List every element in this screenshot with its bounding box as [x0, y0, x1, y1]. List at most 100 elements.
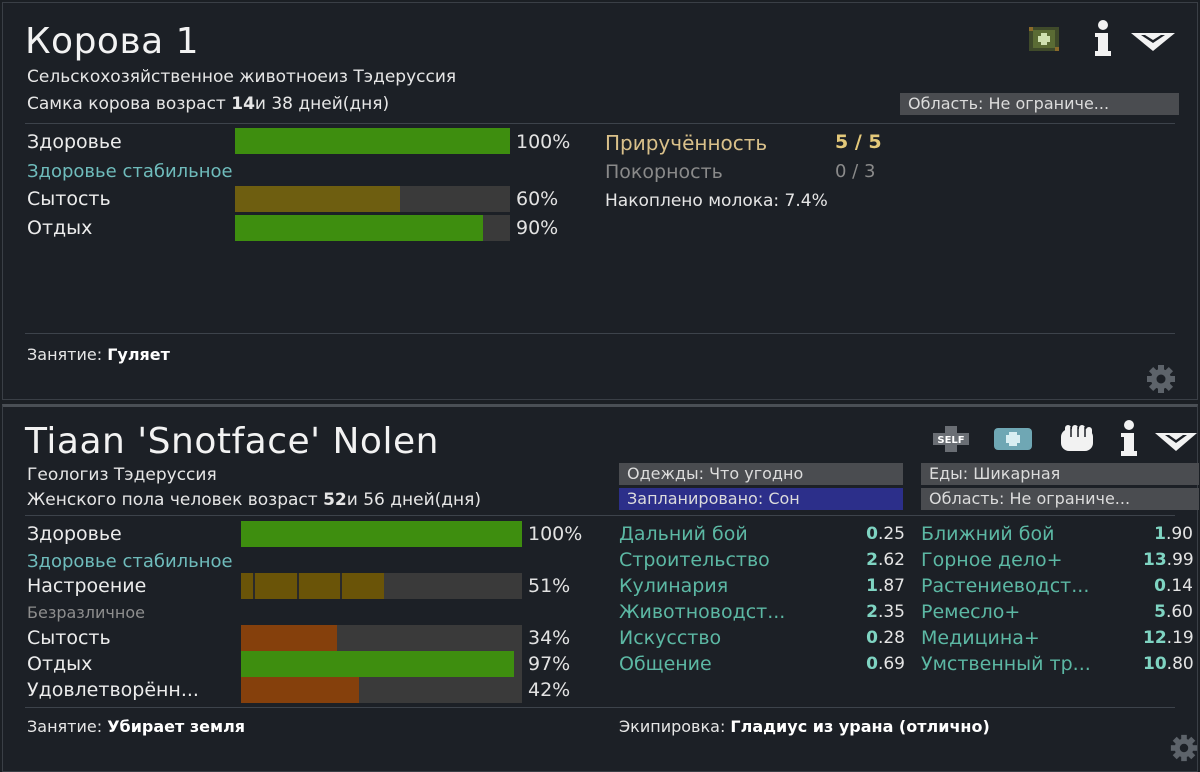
skill-value: 0.28 — [866, 628, 905, 648]
activity-value: Гуляет — [107, 345, 170, 364]
divider — [25, 123, 1175, 124]
skill-name: Растениеводст... — [921, 575, 1090, 597]
food-bar-fill — [235, 186, 400, 212]
rest-bar-fill — [241, 651, 514, 677]
food-bar-fill — [241, 625, 337, 651]
skill-value: 2.62 — [866, 550, 905, 570]
fist-icon[interactable] — [1057, 423, 1097, 455]
mood-state: Безразличное — [27, 603, 145, 622]
health-bar — [235, 128, 510, 154]
skill-name: Искусство — [619, 627, 722, 649]
medical-care-icon[interactable] — [993, 427, 1033, 451]
activity-label: Занятие: — [27, 717, 108, 736]
recreation-bar-fill — [241, 677, 360, 703]
chevron-down-icon[interactable] — [1129, 29, 1177, 53]
gear-icon[interactable] — [1145, 363, 1177, 395]
animal-description: Сельскохозяйственное животноеиз Тэдерусс… — [27, 67, 457, 87]
skill-value: 12.19 — [1143, 628, 1194, 648]
skill-value: 5.60 — [1154, 602, 1193, 622]
info-icon[interactable] — [1117, 419, 1141, 459]
activity-value: Убирает земля — [107, 717, 246, 736]
skill-name: Горное дело+ — [921, 549, 1063, 571]
age-years: 14 — [231, 94, 255, 114]
health-bar-fill — [235, 128, 510, 154]
rest-value: 90% — [516, 217, 559, 239]
need-label-recreation: Удовлетворённ... — [27, 679, 199, 701]
food-policy-button[interactable]: Еды: Шикарная — [921, 463, 1199, 485]
health-value: 100% — [528, 523, 583, 545]
animal-name: Корова 1 — [25, 21, 200, 62]
rest-bar — [235, 215, 510, 241]
skill-name: Умственный тр... — [921, 653, 1091, 675]
skill-value: 0.25 — [866, 524, 905, 544]
divider — [25, 707, 1175, 708]
chevron-down-icon[interactable] — [1153, 429, 1199, 453]
divider — [25, 515, 1175, 516]
self-label: SELF — [937, 435, 964, 446]
age-prefix: Самка корова возраст — [27, 94, 232, 114]
age-prefix: Женского пола человек возраст — [27, 490, 324, 510]
mood-threshold-mark — [297, 573, 299, 599]
skill-name: Общение — [619, 653, 712, 675]
food-value: 60% — [516, 188, 559, 210]
divider — [25, 333, 1175, 334]
skill-value: 13.99 — [1143, 550, 1194, 570]
need-label-rest: Отдых — [27, 217, 93, 239]
tameness-label: Приручённость — [605, 131, 768, 155]
recreation-value: 42% — [528, 679, 571, 701]
food-bar — [241, 625, 522, 651]
mood-threshold-mark — [340, 573, 342, 599]
equipment-value: Гладиус из урана (отлично) — [730, 717, 990, 736]
health-state: Здоровье стабильное — [27, 161, 233, 182]
skill-name: Ремесло+ — [921, 601, 1021, 623]
colonist-description: Геологиз Тэдеруссия — [27, 465, 217, 485]
schedule-button[interactable]: Запланировано: Сон — [619, 488, 903, 510]
apparel-policy-button[interactable]: Одежды: Что угодно — [619, 463, 903, 485]
tameness-value: 5 / 5 — [835, 131, 882, 153]
skill-value: 2.35 — [866, 602, 905, 622]
activity-label: Занятие: — [27, 345, 108, 364]
skill-value: 10.80 — [1143, 654, 1194, 674]
area-restriction-button[interactable]: Область: Не ограниче... — [900, 93, 1179, 115]
colonist-name: Tiaan 'Snotface' Nolen — [25, 421, 439, 462]
skill-name: Животноводст... — [619, 601, 786, 623]
skill-name: Медицина+ — [921, 627, 1040, 649]
skill-name: Кулинария — [619, 575, 729, 597]
health-bar — [241, 521, 522, 547]
mood-bar — [241, 573, 522, 599]
obedience-label: Покорность — [605, 161, 723, 183]
animal-panel: Корова 1 Сельскохозяйственное животноеиз… — [2, 2, 1198, 400]
need-label-rest: Отдых — [27, 653, 93, 675]
need-label-mood: Настроение — [27, 575, 147, 597]
skill-name: Дальний бой — [619, 523, 748, 545]
mood-value: 51% — [528, 575, 571, 597]
rest-bar-fill — [235, 215, 483, 241]
need-label-food: Сытость — [27, 188, 111, 210]
need-label-health: Здоровье — [27, 131, 122, 153]
info-icon[interactable] — [1091, 19, 1115, 59]
mood-threshold-mark — [253, 573, 255, 599]
mood-bar-fill — [241, 573, 385, 599]
food-value: 34% — [528, 627, 571, 649]
skill-value: 1.90 — [1154, 524, 1193, 544]
rest-value: 97% — [528, 653, 571, 675]
health-state: Здоровье стабильное — [27, 551, 233, 572]
skill-value: 0.69 — [866, 654, 905, 674]
age-suffix: и 38 дней(дня) — [254, 94, 390, 114]
milk-fullness: Накоплено молока: 7.4% — [605, 191, 828, 211]
area-restriction-button[interactable]: Область: Не ограниче... — [921, 488, 1199, 510]
equipment-label: Экипировка: — [619, 717, 731, 736]
food-bar — [235, 186, 510, 212]
self-tend-icon[interactable]: SELF — [929, 425, 973, 453]
age-years: 52 — [323, 490, 347, 510]
need-label-health: Здоровье — [27, 523, 122, 545]
age-suffix: и 56 дней(дня) — [346, 490, 481, 510]
colonist-age: Женского пола человек возраст 52и 56 дне… — [27, 490, 481, 510]
colonist-panel: Tiaan 'Snotface' Nolen SELF — [2, 404, 1199, 772]
skill-name: Ближний бой — [921, 523, 1055, 545]
medical-care-icon[interactable] — [1027, 25, 1061, 53]
rest-bar — [241, 651, 522, 677]
health-bar-fill — [241, 521, 522, 547]
gear-icon[interactable] — [1169, 733, 1199, 763]
skill-name: Строительство — [619, 549, 770, 571]
